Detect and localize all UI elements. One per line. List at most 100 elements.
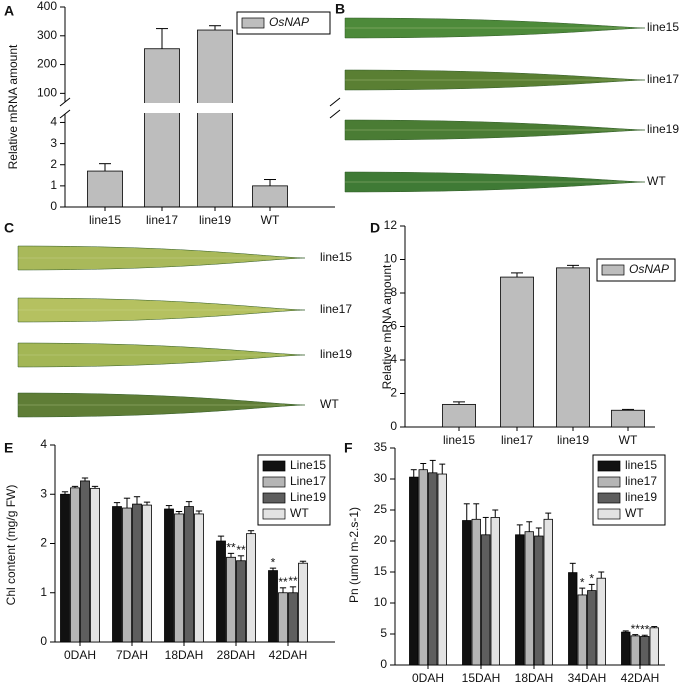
bar <box>298 562 308 643</box>
bar <box>418 469 428 666</box>
legend-swatch <box>241 17 265 29</box>
y-axis-label: Pn (umol m-2.s-1) <box>347 507 361 603</box>
legend-swatch <box>597 492 621 504</box>
y-tick-label: 1 <box>50 178 57 192</box>
y-tick-label: 2 <box>390 386 397 400</box>
y-tick-label: 0 <box>380 657 387 671</box>
panel-label: F <box>344 440 353 456</box>
bar <box>122 507 132 643</box>
y-tick-label: 0 <box>390 419 397 433</box>
bar <box>236 560 246 643</box>
bar <box>252 185 288 208</box>
bar <box>568 572 578 666</box>
bar <box>577 594 587 666</box>
y-tick-label: 4 <box>390 352 397 366</box>
axis-break <box>55 103 340 113</box>
panel-label: D <box>370 220 380 236</box>
bar <box>194 513 204 643</box>
bar <box>481 534 491 666</box>
y-tick-label: 100 <box>37 86 57 100</box>
legend-swatch <box>597 460 621 472</box>
bar <box>226 556 236 643</box>
bar <box>649 627 659 666</box>
y-axis-label: Relative mRNA amount <box>6 44 20 169</box>
legend-label: OsNAP <box>629 262 669 276</box>
bar <box>630 635 640 666</box>
y-tick-label: 12 <box>384 218 398 232</box>
bar <box>80 480 90 643</box>
y-tick-label: 5 <box>380 626 387 640</box>
y-tick-label: 3 <box>40 486 47 500</box>
y-tick-label: 200 <box>37 57 57 71</box>
y-tick-label: 1 <box>40 585 47 599</box>
x-tick-label: 18DAH <box>515 671 554 685</box>
x-tick-label: 18DAH <box>165 648 204 662</box>
y-tick-label: 10 <box>384 252 398 266</box>
y-tick-label: 0 <box>50 199 57 213</box>
x-tick-label: WT <box>261 213 280 227</box>
y-tick-label: 6 <box>390 319 397 333</box>
legend-label: WT <box>625 506 644 520</box>
leaf-label: line15 <box>647 20 679 34</box>
bar <box>462 520 472 666</box>
leaf-label: line17 <box>320 302 352 316</box>
panel-label: A <box>4 3 14 19</box>
legend-label: line15 <box>625 458 657 472</box>
bar <box>543 518 553 666</box>
x-tick-label: line19 <box>557 433 589 447</box>
significance-label: ** <box>278 575 288 589</box>
bar <box>437 473 447 666</box>
y-tick-label: 15 <box>374 564 388 578</box>
y-tick-label: 25 <box>374 502 388 516</box>
leaf-label: WT <box>320 397 339 411</box>
bar <box>164 508 174 643</box>
bar <box>278 592 288 643</box>
legend-swatch <box>262 508 286 520</box>
significance-label: ** <box>631 622 641 636</box>
bar <box>288 592 298 643</box>
significance-label: * <box>589 572 594 586</box>
x-tick-label: 7DAH <box>116 648 148 662</box>
y-tick-label: 300 <box>37 28 57 42</box>
bar <box>611 409 645 428</box>
x-tick-label: WT <box>619 433 638 447</box>
legend-label: Line15 <box>290 458 326 472</box>
legend-label: OsNAP <box>269 15 309 29</box>
x-tick-label: 0DAH <box>64 648 96 662</box>
y-tick-label: 4 <box>40 437 47 451</box>
break-mark <box>329 109 341 119</box>
bar <box>442 403 476 428</box>
break-mark <box>329 97 341 107</box>
x-tick-label: line15 <box>89 213 121 227</box>
bar <box>428 472 438 666</box>
panel-label: B <box>335 1 345 17</box>
bar <box>500 276 534 428</box>
bar <box>197 29 233 208</box>
y-tick-label: 3 <box>50 136 57 150</box>
bar <box>409 476 419 666</box>
y-axis-label: Relative mRNA amount <box>380 264 394 389</box>
legend-swatch <box>262 492 286 504</box>
bar <box>216 540 226 643</box>
significance-label: * <box>271 555 276 569</box>
legend-label: WT <box>290 506 309 520</box>
x-tick-label: 42DAH <box>269 648 308 662</box>
bar <box>87 170 123 208</box>
bar <box>268 570 278 643</box>
x-tick-label: 0DAH <box>412 671 444 685</box>
bar <box>246 533 256 643</box>
leaf-label: line17 <box>647 72 679 86</box>
legend-box <box>596 258 676 282</box>
significance-label: ** <box>226 541 236 555</box>
x-tick-label: 42DAH <box>621 671 660 685</box>
y-tick-label: 400 <box>37 0 57 13</box>
y-tick-label: 4 <box>50 115 57 129</box>
bar <box>184 506 194 643</box>
break-mark <box>59 97 71 107</box>
bar <box>587 590 597 666</box>
bar <box>471 518 481 666</box>
bar <box>556 267 590 428</box>
significance-label: ** <box>640 622 650 636</box>
bar <box>515 534 525 666</box>
